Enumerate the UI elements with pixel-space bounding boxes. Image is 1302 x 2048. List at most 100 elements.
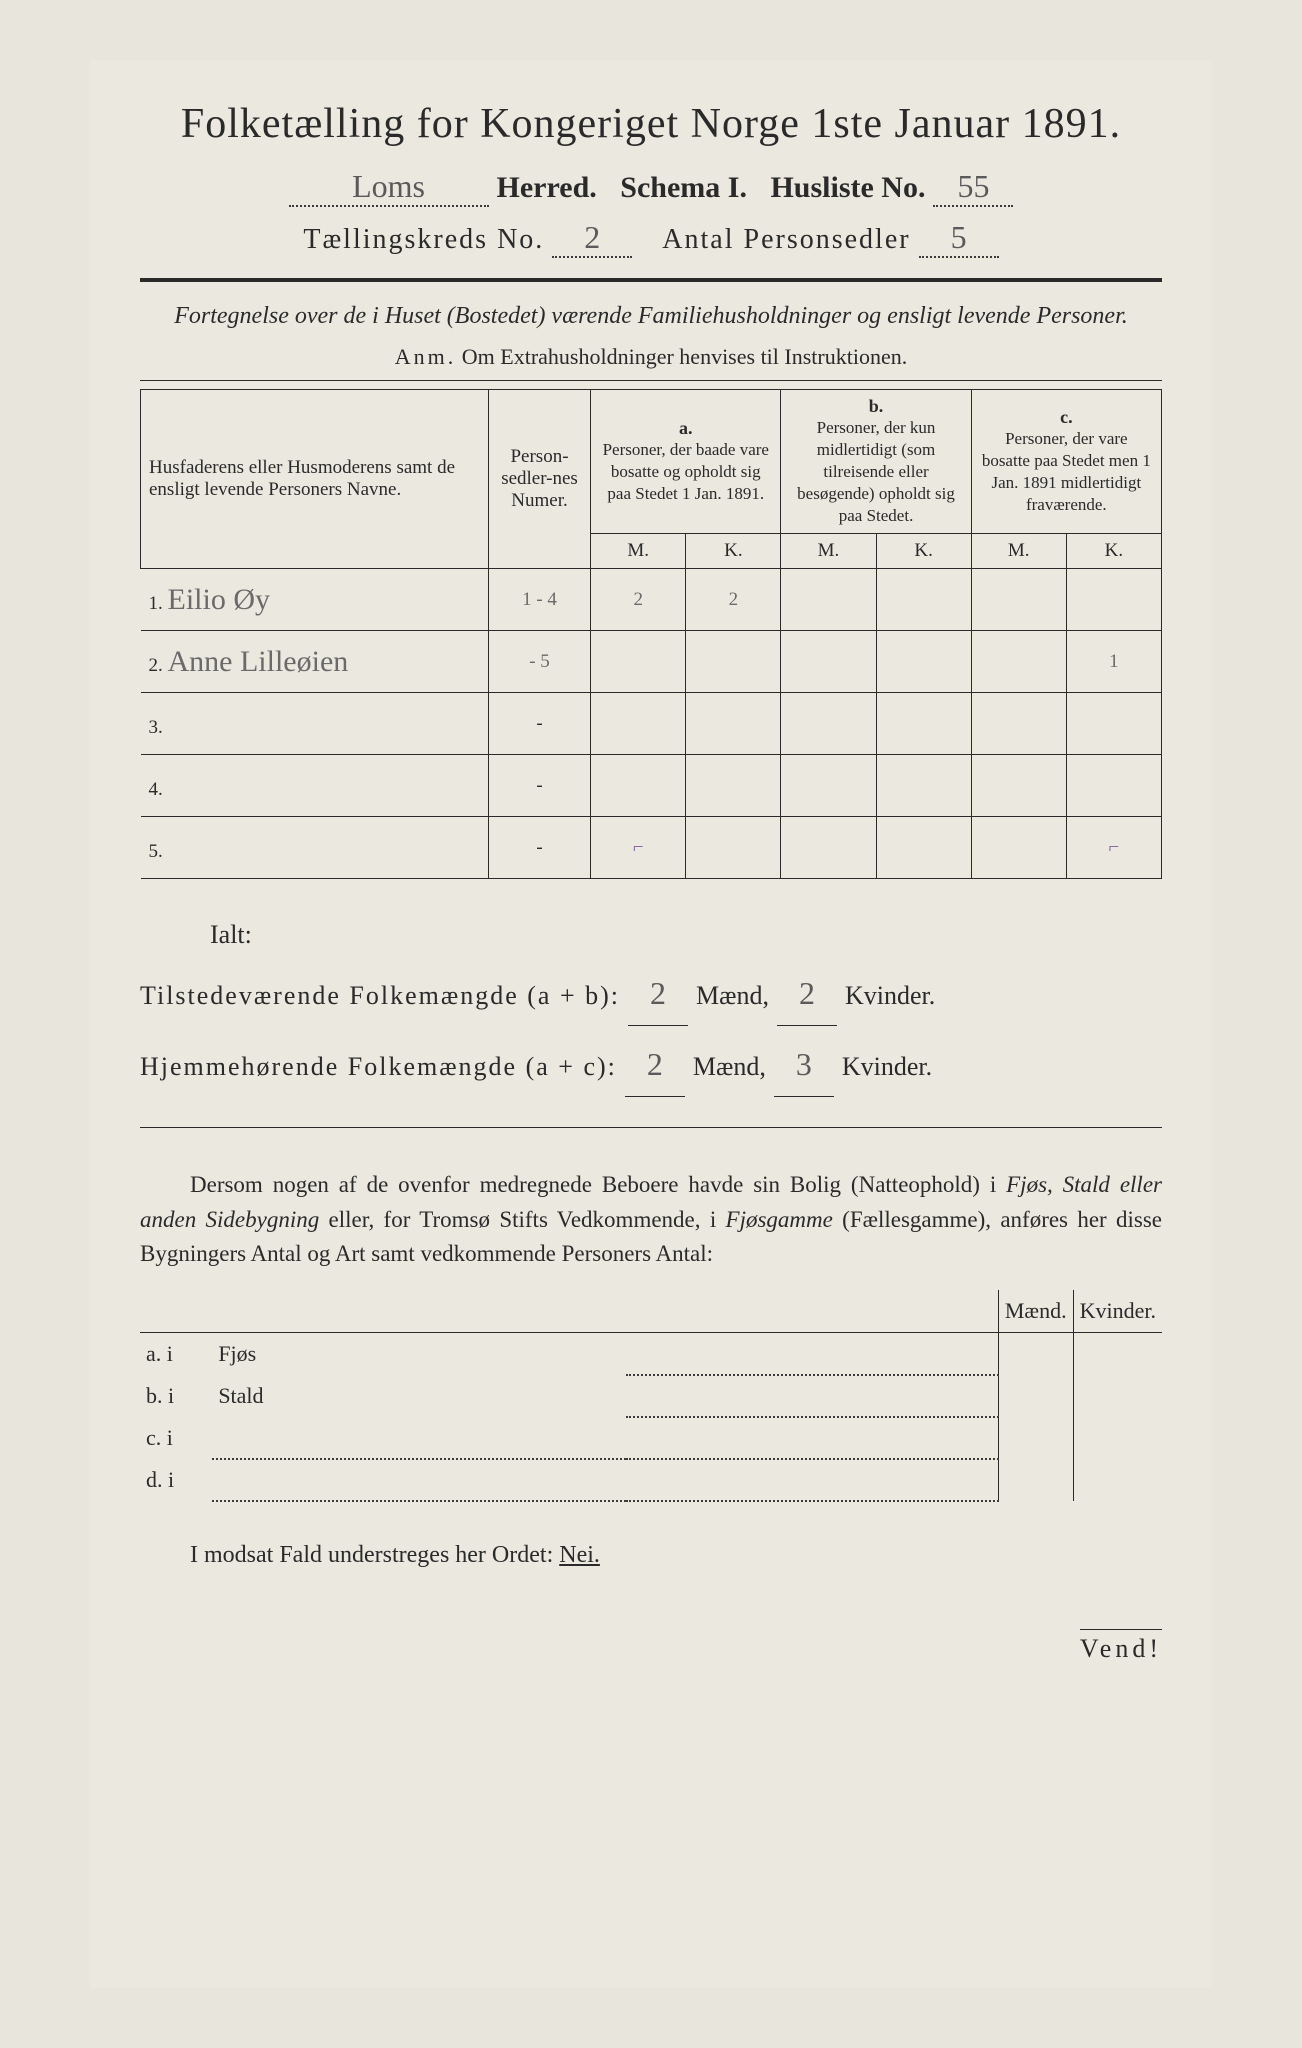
table-row: 2. Anne Lilleøien - 5 1 xyxy=(141,631,1162,693)
group-a-label: a. xyxy=(599,418,772,439)
row-num: - xyxy=(488,755,590,817)
byg-k xyxy=(1073,1375,1162,1417)
col-name-text: Husfaderens eller Husmoderens samt de en… xyxy=(149,457,455,500)
line2-k: 3 xyxy=(774,1032,834,1097)
row-num: - xyxy=(488,693,590,755)
group-b-header: b. Personer, der kun midlertidigt (som t… xyxy=(781,389,971,533)
byg-row-type xyxy=(212,1459,626,1501)
group-b-label: b. xyxy=(789,396,962,417)
row-bm xyxy=(781,693,876,755)
row-bm xyxy=(781,569,876,631)
byg-dots xyxy=(626,1459,998,1501)
col-num-header: Person-sedler-nes Numer. xyxy=(488,389,590,568)
footer-line: I modsat Fald understreges her Ordet: Ne… xyxy=(140,1542,1162,1569)
row-am xyxy=(591,693,686,755)
c-k-header: K. xyxy=(1066,534,1161,569)
schema-label: Schema I. xyxy=(620,171,747,205)
row-cm xyxy=(971,755,1066,817)
row-ck: 1 xyxy=(1066,631,1161,693)
byg-row-label: c. i xyxy=(140,1417,212,1459)
maend-label-2: Mænd, xyxy=(693,1041,766,1093)
row-bk xyxy=(876,693,971,755)
byg-dots xyxy=(626,1417,998,1459)
table-row: 1. Eilio Øy 1 - 4 2 2 xyxy=(141,569,1162,631)
bygning-paragraph: Dersom nogen af de ovenfor medregnede Be… xyxy=(140,1168,1162,1272)
row-ak xyxy=(686,755,781,817)
c-m-header: M. xyxy=(971,534,1066,569)
row-bm xyxy=(781,631,876,693)
byg-row-label: a. i xyxy=(140,1332,212,1375)
census-form-page: Folketælling for Kongeriget Norge 1ste J… xyxy=(90,60,1212,1988)
byg-m xyxy=(998,1459,1073,1501)
row-name: 4. xyxy=(141,755,489,817)
row-ck xyxy=(1066,569,1161,631)
maend-label: Mænd, xyxy=(696,970,769,1022)
row-ak: 2 xyxy=(686,569,781,631)
table-row: 5. - ⌐ ⌐ xyxy=(141,817,1162,879)
row-name: 2. Anne Lilleøien xyxy=(141,631,489,693)
row-name: 5. xyxy=(141,817,489,879)
row-name: 3. xyxy=(141,693,489,755)
byg-dots xyxy=(626,1375,998,1417)
rule-2 xyxy=(140,380,1162,381)
bygning-row: a. i Fjøs xyxy=(140,1332,1162,1375)
byg-dots xyxy=(626,1332,998,1375)
byg-maend-header: Mænd. xyxy=(998,1290,1073,1333)
row-name: 1. Eilio Øy xyxy=(141,569,489,631)
anm-label: Anm. xyxy=(395,344,457,369)
personsedler-value: 5 xyxy=(919,219,999,258)
a-k-header: K. xyxy=(686,534,781,569)
row-bm xyxy=(781,755,876,817)
header-line-1: Loms Herred. Schema I. Husliste No. 55 xyxy=(140,168,1162,207)
byg-m xyxy=(998,1417,1073,1459)
row-cm xyxy=(971,631,1066,693)
row-am xyxy=(591,631,686,693)
line2-label: Hjemmehørende Folkemængde (a + c): xyxy=(140,1041,617,1093)
totals-line-2: Hjemmehørende Folkemængde (a + c): 2 Mæn… xyxy=(140,1032,1162,1097)
husliste-label: Husliste No. xyxy=(770,171,925,205)
byg-row-label: b. i xyxy=(140,1375,212,1417)
form-title: Folketælling for Kongeriget Norge 1ste J… xyxy=(140,100,1162,148)
row-cm xyxy=(971,693,1066,755)
bygning-row: b. i Stald xyxy=(140,1375,1162,1417)
row-bm xyxy=(781,817,876,879)
row-bk xyxy=(876,817,971,879)
bygning-header: Mænd. Kvinder. xyxy=(140,1290,1162,1333)
bygning-row: d. i xyxy=(140,1459,1162,1501)
row-bk xyxy=(876,569,971,631)
byg-row-type xyxy=(212,1417,626,1459)
kreds-label: Tællingskreds No. xyxy=(303,224,544,256)
col-name-header: Husfaderens eller Husmoderens samt de en… xyxy=(141,389,489,568)
herred-value: Loms xyxy=(289,168,489,207)
row-ak xyxy=(686,631,781,693)
row-num: 1 - 4 xyxy=(488,569,590,631)
bygning-table: Mænd. Kvinder. a. i Fjøs b. i Stald c. i… xyxy=(140,1290,1162,1502)
totals-section: Ialt: Tilstedeværende Folkemængde (a + b… xyxy=(140,909,1162,1097)
byg-row-type: Fjøs xyxy=(212,1332,626,1375)
group-c-header: c. Personer, der vare bosatte paa Stedet… xyxy=(971,389,1161,533)
husliste-value: 55 xyxy=(933,168,1013,207)
row-am: 2 xyxy=(591,569,686,631)
bygning-row: c. i xyxy=(140,1417,1162,1459)
table-header-row-1: Husfaderens eller Husmoderens samt de en… xyxy=(141,389,1162,533)
row-ak xyxy=(686,693,781,755)
kvinder-label: Kvinder. xyxy=(845,970,935,1022)
row-ck xyxy=(1066,693,1161,755)
rule-3 xyxy=(140,1127,1162,1128)
row-ak xyxy=(686,817,781,879)
row-cm xyxy=(971,817,1066,879)
row-bk xyxy=(876,631,971,693)
line1-m: 2 xyxy=(628,961,688,1026)
line1-label: Tilstedeværende Folkemængde (a + b): xyxy=(140,970,620,1022)
byg-k xyxy=(1073,1459,1162,1501)
byg-k xyxy=(1073,1332,1162,1375)
kreds-value: 2 xyxy=(552,219,632,258)
nei-word: Nei. xyxy=(559,1542,600,1568)
byg-m xyxy=(998,1332,1073,1375)
group-c-desc: Personer, der vare bosatte paa Stedet me… xyxy=(980,428,1153,516)
anm-line: Anm. Om Extrahusholdninger henvises til … xyxy=(140,344,1162,370)
subtitle: Fortegnelse over de i Huset (Bostedet) v… xyxy=(140,300,1162,334)
herred-label: Herred. xyxy=(497,171,597,205)
line1-k: 2 xyxy=(777,961,837,1026)
rule-1 xyxy=(140,278,1162,282)
